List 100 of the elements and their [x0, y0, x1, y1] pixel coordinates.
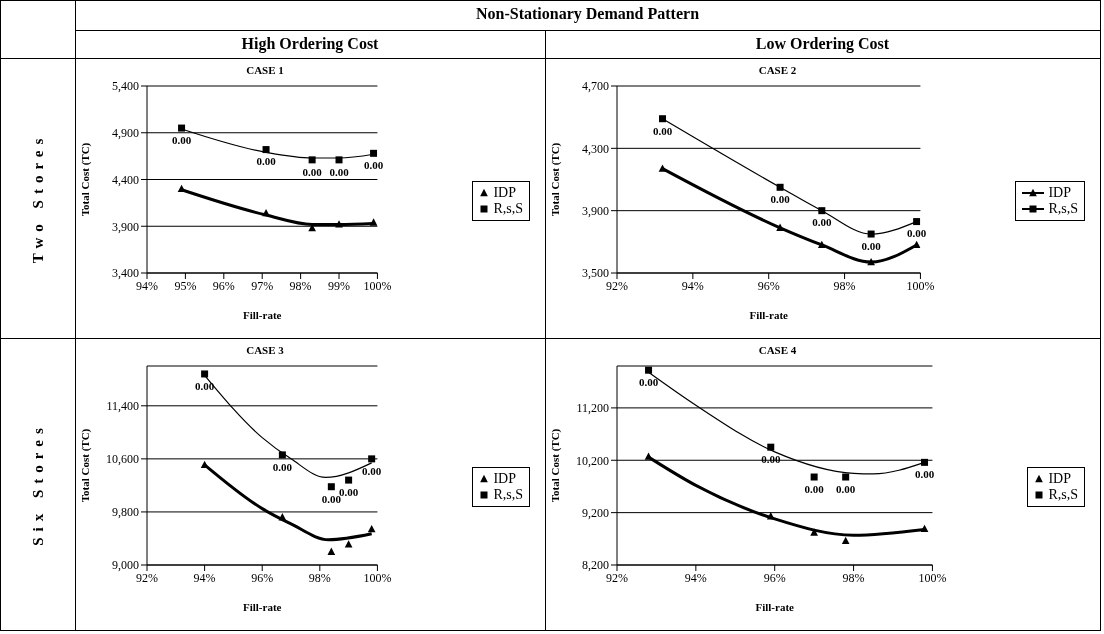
x-tick-label: 98%: [833, 278, 856, 293]
text: High Ordering Cost: [240, 35, 380, 53]
x-tick-label: 97%: [251, 278, 274, 293]
y-axis-title: Total Cost (TC): [78, 428, 92, 503]
x-axis-title: Fill-rate: [755, 601, 795, 613]
point: [370, 149, 378, 157]
y-tick-label: 10,600: [106, 452, 139, 467]
point: [335, 156, 343, 164]
x-tick-label: 96%: [757, 278, 780, 293]
x-tick-label: 100%: [906, 278, 935, 293]
point: [920, 524, 929, 533]
x-tick-label: 100%: [363, 570, 392, 585]
point: [842, 473, 850, 481]
point: [659, 115, 667, 123]
y-tick-label: 4,700: [582, 79, 609, 94]
annotation: 0.00: [770, 193, 791, 206]
text: Two Stores: [29, 132, 46, 264]
point: [327, 547, 336, 555]
annotation: 0.00: [302, 165, 323, 178]
annotation: 0.00: [652, 124, 673, 137]
point: [345, 476, 353, 484]
x-tick-label: 100%: [363, 278, 392, 293]
legend-label: IDP: [493, 471, 516, 487]
point: [766, 512, 775, 520]
x-tick-label: 98%: [842, 570, 865, 585]
annotation: 0.00: [194, 379, 215, 392]
text: Non-Stationary Demand Pattern: [474, 5, 701, 23]
annotation: 0.00: [329, 165, 350, 178]
point: [278, 451, 286, 459]
point: [841, 536, 850, 545]
x-tick-label: 99%: [328, 278, 351, 293]
x-tick-label: 98%: [289, 278, 312, 293]
point: [308, 156, 316, 164]
x-tick-label: 100%: [918, 570, 947, 585]
y-tick-label: 3,900: [112, 219, 139, 234]
point: [278, 513, 287, 521]
point: [810, 473, 818, 481]
point: [810, 528, 818, 536]
point: [817, 240, 826, 249]
point: [201, 370, 209, 378]
point: [367, 524, 376, 533]
x-tick-label: 94%: [684, 570, 707, 585]
x-tick-label: 96%: [763, 570, 786, 585]
point: [644, 452, 653, 460]
annotation: 0.00: [171, 133, 192, 146]
x-tick-label: 92%: [136, 570, 158, 585]
point: [776, 223, 784, 231]
y-axis-title: Total Cost (TC): [548, 142, 562, 217]
x-tick-label: 96%: [212, 278, 235, 293]
x-tick-label: 92%: [606, 278, 628, 293]
y-tick-label: 5,400: [112, 79, 139, 94]
x-axis-title: Fill-rate: [242, 309, 282, 321]
x-tick-label: 96%: [251, 570, 274, 585]
y-tick-label: 9,800: [112, 505, 139, 520]
y-tick-label: 4,300: [582, 141, 609, 156]
point: [178, 124, 186, 132]
annotation: 0.00: [914, 468, 935, 481]
point: [921, 458, 929, 466]
legend-label: R,s,S: [493, 487, 523, 503]
y-tick-label: 11,200: [576, 401, 609, 416]
y-tick-label: 10,200: [576, 453, 609, 468]
y-axis-title: Total Cost (TC): [78, 142, 92, 217]
y-tick-label: 11,400: [106, 399, 139, 414]
x-tick-label: 92%: [606, 570, 628, 585]
legend-label: R,s,S: [1048, 487, 1078, 503]
x-axis-title: Fill-rate: [242, 601, 282, 613]
annotation: 0.00: [363, 159, 384, 172]
text: Six Stores: [29, 422, 46, 546]
point: [913, 218, 921, 226]
point: [262, 146, 270, 154]
x-tick-label: 94%: [681, 278, 704, 293]
point: [818, 207, 826, 215]
chart-title: CASE 4: [757, 344, 798, 356]
annotation: 0.00: [861, 239, 882, 252]
x-tick-label: 94%: [136, 278, 158, 293]
point: [867, 230, 875, 238]
point: [344, 540, 353, 548]
annotation: 0.00: [907, 227, 927, 240]
point: [645, 366, 653, 374]
x-tick-label: 94%: [193, 570, 216, 585]
annotation: 0.00: [256, 155, 277, 168]
point: [658, 164, 667, 172]
annotation: 0.00: [804, 482, 825, 495]
y-tick-label: 3,900: [582, 203, 609, 218]
annotation: 0.00: [272, 460, 293, 473]
legend-label: R,s,S: [1048, 201, 1078, 217]
legend-label: IDP: [1048, 185, 1071, 201]
chart-title: CASE 3: [245, 344, 285, 356]
chart-title: CASE 1: [245, 64, 285, 76]
y-tick-label: 3,500: [582, 266, 609, 281]
legend-label: IDP: [1048, 471, 1071, 487]
x-tick-label: 95%: [174, 278, 197, 293]
y-axis-title: Total Cost (TC): [548, 428, 562, 503]
annotation: 0.00: [812, 216, 832, 229]
point: [767, 443, 775, 451]
x-tick-label: 98%: [308, 570, 331, 585]
point: [369, 218, 378, 226]
legend-label: R,s,S: [493, 201, 523, 217]
y-tick-label: 4,900: [112, 126, 139, 141]
y-tick-label: 4,400: [112, 172, 139, 187]
